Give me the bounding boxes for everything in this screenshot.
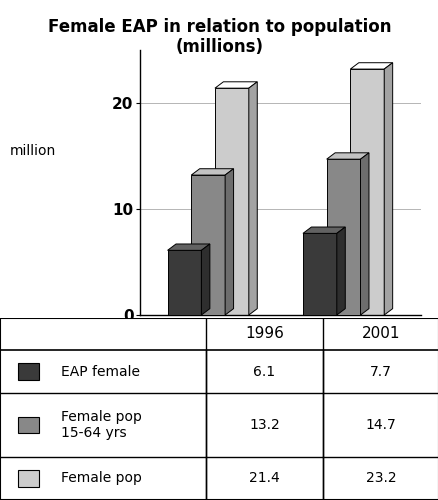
Bar [18,470,39,486]
Text: EAP female: EAP female [61,364,140,378]
Text: 21.4: 21.4 [248,472,279,486]
Text: Female EAP in relation to population
(millions): Female EAP in relation to population (mi… [48,18,390,56]
Text: 13.2: 13.2 [248,418,279,432]
Polygon shape [383,62,392,315]
Text: 23.2: 23.2 [365,472,395,486]
Polygon shape [215,88,248,315]
Bar [18,417,39,433]
Text: 14.7: 14.7 [364,418,396,432]
Polygon shape [326,159,360,315]
Polygon shape [191,175,225,315]
Polygon shape [302,227,345,234]
Polygon shape [336,227,345,315]
Text: 6.1: 6.1 [253,364,275,378]
Bar [18,364,39,380]
Polygon shape [201,244,209,315]
Polygon shape [360,153,368,315]
Polygon shape [350,62,392,69]
Polygon shape [167,250,201,315]
Polygon shape [350,69,383,315]
Text: Female pop
15-64 yrs: Female pop 15-64 yrs [61,410,142,440]
Polygon shape [326,153,368,159]
Polygon shape [302,234,336,315]
Polygon shape [225,168,233,315]
Polygon shape [248,82,257,315]
Text: million: million [10,144,56,158]
Text: Female pop: Female pop [61,472,142,486]
Text: 7.7: 7.7 [369,364,391,378]
Polygon shape [215,82,257,88]
Text: 2001: 2001 [361,326,399,342]
Polygon shape [191,168,233,175]
Text: 1996: 1996 [244,326,283,342]
Polygon shape [167,244,209,250]
